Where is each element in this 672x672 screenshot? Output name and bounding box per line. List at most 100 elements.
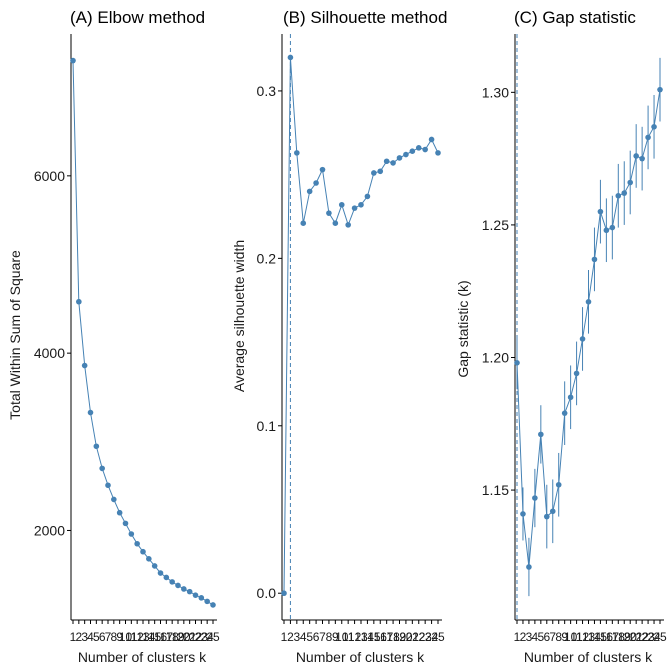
- panel-elbow-xtick-label: 3: [81, 630, 88, 644]
- panel-elbow-xtick-label: 13: [136, 630, 150, 644]
- panel-silhouette-xtick-label: 15: [367, 630, 381, 644]
- panel-gap-xtick-label: 15: [594, 630, 608, 644]
- panel-elbow-point: [93, 443, 100, 450]
- panel-silhouette-xtick-label: 9: [332, 630, 339, 644]
- panel-silhouette-xtick-label: 2: [287, 630, 294, 644]
- panel-gap-xtick-label: 22: [635, 630, 649, 644]
- panel-silhouette-point: [351, 205, 358, 211]
- panel-gap-xtick-label: 1: [514, 630, 521, 644]
- panel-gap-xtick-label: 7: [549, 630, 556, 644]
- panel-elbow-xtick-label: 14: [142, 630, 156, 644]
- panel-elbow-point: [146, 556, 152, 562]
- panel-gap-point: [579, 336, 586, 342]
- panel-silhouette-point: [319, 166, 326, 173]
- panel-elbow-xtick-label: 10: [119, 630, 133, 644]
- panel-silhouette-ytick-label: 0.0: [257, 585, 277, 601]
- panel-silhouette-xtick-label: 13: [354, 630, 368, 644]
- panel-silhouette-xtick-label: 24: [425, 630, 439, 644]
- panel-elbow-xtick-label: 8: [110, 630, 117, 644]
- panel-silhouette-xtick-label: 14: [361, 630, 375, 644]
- panel-elbow-point: [198, 595, 205, 601]
- panel-gap-point: [555, 481, 562, 488]
- panel-silhouette-point: [371, 170, 377, 176]
- panel-elbow-xtick-label: 2: [75, 630, 82, 644]
- panel-silhouette-xtick-label: 20: [399, 630, 413, 644]
- panel-silhouette-xtick-label: 6: [313, 630, 320, 644]
- panel-gap-point: [585, 299, 592, 305]
- panel-gap-ytick-label: 1.20: [482, 349, 509, 365]
- panel-gap-point: [538, 431, 544, 438]
- panel-elbow-point: [181, 586, 187, 592]
- panel-elbow-point: [192, 592, 199, 598]
- panel-elbow-point: [175, 582, 181, 589]
- panel-silhouette-point: [428, 136, 435, 143]
- panel-elbow-xtick-label: 16: [154, 630, 168, 644]
- panel-elbow-point: [105, 482, 111, 489]
- panel-gap-point: [657, 86, 663, 93]
- panel-gap-ytick-label: 1.30: [482, 84, 509, 100]
- panel-elbow-xtick-label: 17: [160, 630, 174, 644]
- panel-silhouette-point: [281, 590, 287, 597]
- panel-silhouette-point: [435, 150, 441, 156]
- panel-gap-point: [651, 124, 657, 130]
- panel-silhouette-marks: 0.00.10.20.31 2 3 4 5 6 7 8 91011121314151617181…: [257, 34, 445, 644]
- panel-silhouette-point: [415, 145, 422, 151]
- panel-elbow-xtick-label: 5: [93, 630, 100, 644]
- panel-elbow-ytick-label: 2000: [34, 522, 65, 538]
- panel-silhouette-point: [377, 168, 384, 175]
- panel-gap-xtick-label: 21: [629, 630, 643, 644]
- panel-elbow-point: [210, 602, 216, 608]
- panel-elbow-xtick-label: 6: [99, 630, 106, 644]
- panel-silhouette-xtick-label: 21: [406, 630, 420, 644]
- panel-gap-xtick-label: 18: [612, 630, 626, 644]
- panel-gap-point: [645, 134, 651, 141]
- panel-silhouette-ytick-label: 0.3: [257, 83, 277, 99]
- panel-gap-xtick-label: 8: [555, 630, 562, 644]
- panel-elbow-xtick-label: 25: [206, 630, 220, 644]
- panel-elbow-point: [140, 548, 146, 555]
- panel-silhouette-point: [300, 220, 307, 226]
- panel-gap-point: [627, 179, 634, 186]
- panel-gap-point: [526, 564, 532, 570]
- panel-elbow-point: [186, 588, 193, 595]
- panel-gap-point: [514, 359, 520, 366]
- panel-gap-xtick-label: 23: [641, 630, 655, 644]
- panel-gap-marks: 1.151.201.251.301 2 3 4 5 6 7 8 9101112131415161…: [482, 34, 667, 644]
- panel-gap-point: [520, 511, 526, 517]
- panel-elbow-point: [81, 362, 88, 369]
- panel-elbow-xtick-label: 22: [189, 630, 203, 644]
- panel-elbow: (A) Elbow method Total Within Sum of Squ…: [7, 8, 220, 665]
- panel-gap-xtick-label: 6: [543, 630, 550, 644]
- panel-silhouette-ylabel: Average silhouette width: [231, 240, 247, 392]
- panel-silhouette-point: [358, 201, 364, 208]
- panel-elbow-ylabel: Total Within Sum of Square: [7, 250, 23, 420]
- panel-gap-xtick-label: 2: [520, 630, 527, 644]
- panel-silhouette-xtick-label: 22: [412, 630, 426, 644]
- panel-elbow-point: [116, 509, 123, 516]
- panel-silhouette-ytick-label: 0.1: [257, 418, 277, 434]
- panel-elbow-xlabel: Number of clusters k: [78, 649, 207, 665]
- panel-gap-ytick-label: 1.15: [482, 482, 509, 498]
- panel-silhouette-xtick-label: 10: [335, 630, 349, 644]
- panel-elbow-xtick-label: 18: [165, 630, 179, 644]
- panel-elbow-xtick-label: 21: [183, 630, 197, 644]
- panel-gap-xtick-label: 25: [653, 630, 667, 644]
- panel-silhouette-point: [326, 210, 332, 216]
- panel-elbow-point: [128, 531, 135, 537]
- panel-silhouette-xtick-label: 5: [306, 630, 313, 644]
- panel-elbow-point: [122, 520, 129, 527]
- panel-gap-xtick-label: 9: [561, 630, 568, 644]
- panel-elbow-point: [204, 598, 210, 605]
- panel-silhouette-point: [409, 148, 416, 154]
- panel-silhouette-xtick-label: 1: [281, 630, 288, 644]
- panel-elbow-point: [111, 496, 117, 503]
- panel-gap-ytick-label: 1.25: [482, 217, 509, 233]
- panel-gap-xtick-label: 10: [564, 630, 578, 644]
- panel-silhouette-point: [332, 220, 339, 226]
- panel-elbow-xtick-label: 24: [200, 630, 214, 644]
- panel-gap-point: [591, 256, 598, 263]
- panel-silhouette-point: [396, 155, 403, 161]
- panel-silhouette-point: [306, 188, 313, 195]
